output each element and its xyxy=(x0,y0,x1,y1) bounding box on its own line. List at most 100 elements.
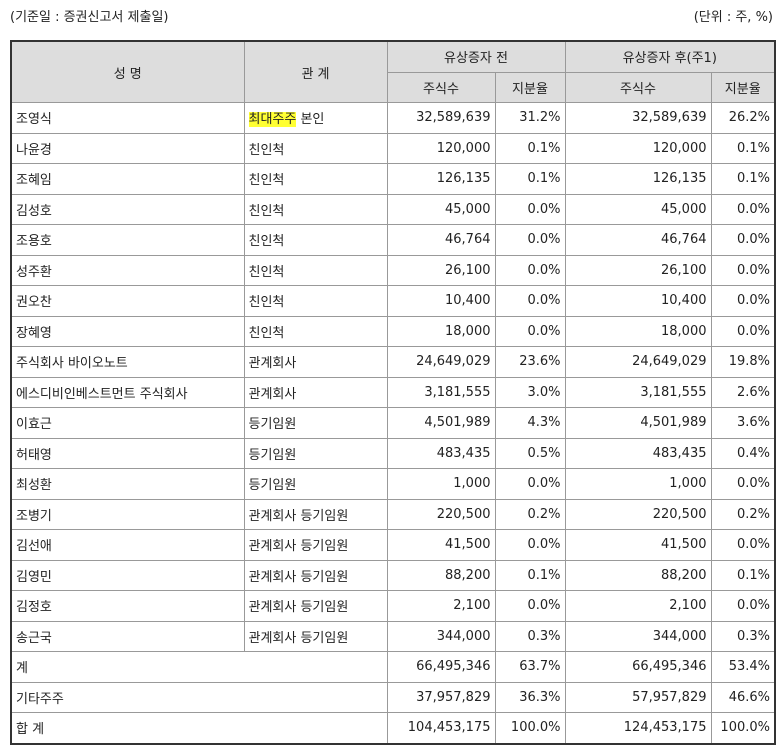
shares-after: 10,400 xyxy=(564,285,712,317)
shareholder-name: 성주환 xyxy=(10,254,245,286)
shares-before: 344,000 xyxy=(386,620,496,652)
shareholder-name: 김선애 xyxy=(10,529,245,561)
relation: 친인척 xyxy=(243,132,388,164)
ratio-before: 0.0% xyxy=(494,193,566,225)
ratio-after: 0.2% xyxy=(710,498,776,530)
shares-before: 26,100 xyxy=(386,254,496,286)
table-row: 최성환 등기임원 1,000 0.0% 1,000 0.0% xyxy=(10,468,776,500)
shareholder-table: 성 명 관 계 유상증자 전 유상증자 후(주1) 주식수 지분율 주식수 지분… xyxy=(10,40,776,745)
shares-before: 37,957,829 xyxy=(386,681,496,713)
ratio-after: 53.4% xyxy=(710,651,776,683)
unit-note: (단위 : 주, %) xyxy=(693,10,773,25)
ratio-after: 0.1% xyxy=(710,132,776,164)
shares-after: 126,135 xyxy=(564,163,712,195)
shares-after: 124,453,175 xyxy=(564,712,712,744)
relation: 친인척 xyxy=(243,315,388,347)
shares-before: 32,589,639 xyxy=(386,102,496,134)
ratio-after: 0.0% xyxy=(710,590,776,622)
shares-after: 120,000 xyxy=(564,132,712,164)
col-ratio-after-header: 지분율 xyxy=(710,71,776,103)
ratio-before: 0.1% xyxy=(494,163,566,195)
ratio-before: 36.3% xyxy=(494,681,566,713)
ratio-after: 3.6% xyxy=(710,407,776,439)
shares-after: 220,500 xyxy=(564,498,712,530)
shares-before: 10,400 xyxy=(386,285,496,317)
relation: 최대주주 본인 xyxy=(243,102,388,134)
ratio-before: 0.1% xyxy=(494,132,566,164)
ratio-after: 0.0% xyxy=(710,315,776,347)
shares-after: 483,435 xyxy=(564,437,712,469)
shares-before: 4,501,989 xyxy=(386,407,496,439)
shareholder-name: 허태영 xyxy=(10,437,245,469)
total-label: 기타주주 xyxy=(10,681,388,713)
relation: 관계회사 등기임원 xyxy=(243,559,388,591)
shareholder-name: 조혜임 xyxy=(10,163,245,195)
table-row: 김성호 친인척 45,000 0.0% 45,000 0.0% xyxy=(10,193,776,225)
shares-before: 220,500 xyxy=(386,498,496,530)
ratio-after: 0.1% xyxy=(710,559,776,591)
shares-before: 120,000 xyxy=(386,132,496,164)
ratio-before: 0.3% xyxy=(494,620,566,652)
relation: 등기임원 xyxy=(243,437,388,469)
shareholder-name: 장혜영 xyxy=(10,315,245,347)
ratio-after: 46.6% xyxy=(710,681,776,713)
shares-before: 104,453,175 xyxy=(386,712,496,744)
shares-before: 483,435 xyxy=(386,437,496,469)
relation-highlight: 최대주주 xyxy=(248,112,297,128)
shares-after: 344,000 xyxy=(564,620,712,652)
relation: 등기임원 xyxy=(243,468,388,500)
relation: 관계회사 등기임원 xyxy=(243,620,388,652)
table-row: 조영식 최대주주 본인 32,589,639 31.2% 32,589,639 26.2% xyxy=(10,102,776,134)
relation: 친인척 xyxy=(243,193,388,225)
shares-after: 4,501,989 xyxy=(564,407,712,439)
shares-after: 24,649,029 xyxy=(564,346,712,378)
col-ratio-before-header: 지분율 xyxy=(494,71,566,103)
ratio-after: 26.2% xyxy=(710,102,776,134)
ratio-before: 4.3% xyxy=(494,407,566,439)
shares-after: 2,100 xyxy=(564,590,712,622)
ratio-after: 0.0% xyxy=(710,254,776,286)
shareholder-name: 김성호 xyxy=(10,193,245,225)
total-label: 계 xyxy=(10,651,388,683)
ratio-before: 100.0% xyxy=(494,712,566,744)
ratio-before: 0.0% xyxy=(494,315,566,347)
ratio-before: 0.0% xyxy=(494,468,566,500)
shares-after: 3,181,555 xyxy=(564,376,712,408)
table-row: 허태영 등기임원 483,435 0.5% 483,435 0.4% xyxy=(10,437,776,469)
shares-before: 45,000 xyxy=(386,193,496,225)
ratio-before: 0.0% xyxy=(494,285,566,317)
total-row: 합 계 104,453,175 100.0% 124,453,175 100.0% xyxy=(10,712,776,744)
table-row: 이효근 등기임원 4,501,989 4.3% 4,501,989 3.6% xyxy=(10,407,776,439)
relation: 친인척 xyxy=(243,163,388,195)
table-row: 조혜임 친인척 126,135 0.1% 126,135 0.1% xyxy=(10,163,776,195)
shareholder-name: 김정호 xyxy=(10,590,245,622)
table-row: 김정호 관계회사 등기임원 2,100 0.0% 2,100 0.0% xyxy=(10,590,776,622)
col-before-header: 유상증자 전 xyxy=(386,40,566,73)
shareholder-name: 에스디비인베스트먼트 주식회사 xyxy=(10,376,245,408)
relation: 친인척 xyxy=(243,224,388,256)
relation: 등기임원 xyxy=(243,407,388,439)
col-relation-header: 관 계 xyxy=(243,40,388,103)
shares-before: 2,100 xyxy=(386,590,496,622)
relation: 관계회사 등기임원 xyxy=(243,498,388,530)
shares-after: 46,764 xyxy=(564,224,712,256)
ratio-before: 0.1% xyxy=(494,559,566,591)
shares-after: 32,589,639 xyxy=(564,102,712,134)
ratio-before: 0.5% xyxy=(494,437,566,469)
table-row: 조병기 관계회사 등기임원 220,500 0.2% 220,500 0.2% xyxy=(10,498,776,530)
ratio-before: 31.2% xyxy=(494,102,566,134)
col-shares-after-header: 주식수 xyxy=(564,71,712,103)
table-row: 장혜영 친인척 18,000 0.0% 18,000 0.0% xyxy=(10,315,776,347)
shares-before: 3,181,555 xyxy=(386,376,496,408)
shares-after: 57,957,829 xyxy=(564,681,712,713)
shareholder-name: 조병기 xyxy=(10,498,245,530)
shareholder-name: 권오찬 xyxy=(10,285,245,317)
shares-before: 126,135 xyxy=(386,163,496,195)
shares-before: 88,200 xyxy=(386,559,496,591)
total-label: 합 계 xyxy=(10,712,388,744)
col-after-header: 유상증자 후(주1) xyxy=(564,40,776,73)
ratio-after: 0.0% xyxy=(710,529,776,561)
shares-after: 26,100 xyxy=(564,254,712,286)
ratio-before: 0.0% xyxy=(494,224,566,256)
table-row: 에스디비인베스트먼트 주식회사 관계회사 3,181,555 3.0% 3,181,55… xyxy=(10,376,776,408)
